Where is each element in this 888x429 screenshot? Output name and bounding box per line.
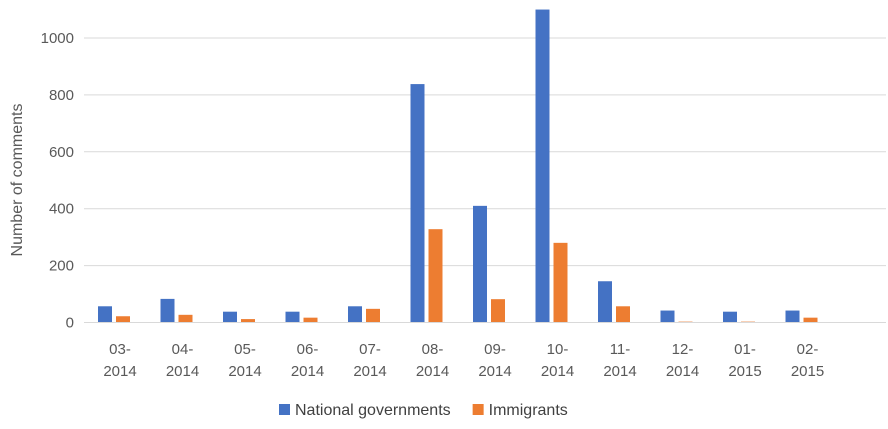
x-tick-label: 01-2015 [728, 341, 761, 380]
y-tick-label: 800 [49, 87, 74, 104]
x-tick-label: 05-2014 [228, 341, 261, 380]
bar-immigrants [178, 314, 193, 323]
bar-national-governments [223, 311, 237, 323]
y-axis-title: Number of comments [9, 104, 26, 257]
bar-national-governments [723, 311, 737, 323]
bar-immigrants [616, 306, 630, 323]
bars [98, 9, 818, 323]
bar-national-governments [785, 310, 800, 323]
bar-immigrants [303, 317, 318, 323]
x-tick-label: 02-2015 [791, 341, 824, 380]
x-tick-label: 06-2014 [291, 341, 324, 380]
bar-national-governments [160, 298, 175, 323]
x-tick-label: 11-2014 [603, 341, 636, 380]
bar-immigrants [491, 299, 505, 323]
bar-immigrants [803, 317, 818, 323]
bar-national-governments [410, 84, 425, 323]
x-tick-label: 08-2014 [416, 341, 449, 380]
legend: National governments Immigrants [279, 402, 568, 419]
y-tick-label: 0 [66, 315, 74, 332]
x-axis-ticks: 03-2014 04-2014 05-2014 06-2014 07-2014 08-20… [103, 341, 824, 380]
bar-national-governments [535, 9, 550, 323]
x-tick-label: 10-2014 [541, 341, 574, 380]
bar-immigrants [366, 308, 380, 323]
x-tick-label: 09-2014 [478, 341, 511, 380]
legend-label: National governments [295, 402, 451, 419]
legend-label: Immigrants [489, 402, 568, 419]
x-tick-label: 12-2014 [666, 341, 699, 380]
x-tick-label: 04-2014 [166, 341, 199, 380]
bar-national-governments [473, 205, 487, 323]
bar-immigrants [428, 229, 443, 323]
bar-national-governments [660, 310, 675, 323]
y-tick-label: 200 [49, 258, 74, 275]
bar-immigrants [553, 242, 568, 323]
legend-swatch [472, 404, 484, 415]
y-tick-label: 1000 [41, 30, 74, 47]
y-tick-label: 600 [49, 144, 74, 161]
bar-immigrants [116, 316, 130, 323]
bar-national-governments [285, 311, 300, 323]
x-tick-label: 03-2014 [103, 341, 136, 380]
bar-immigrants [241, 319, 255, 323]
y-axis-ticks: 0 200 400 600 800 1000 [41, 30, 74, 332]
x-tick-label: 07-2014 [353, 341, 386, 380]
bar-national-governments [98, 306, 112, 323]
gridlines [84, 37, 886, 267]
y-tick-label: 400 [49, 201, 74, 218]
legend-swatch [279, 404, 290, 415]
bar-national-governments [598, 281, 612, 323]
bar-national-governments [348, 306, 362, 323]
